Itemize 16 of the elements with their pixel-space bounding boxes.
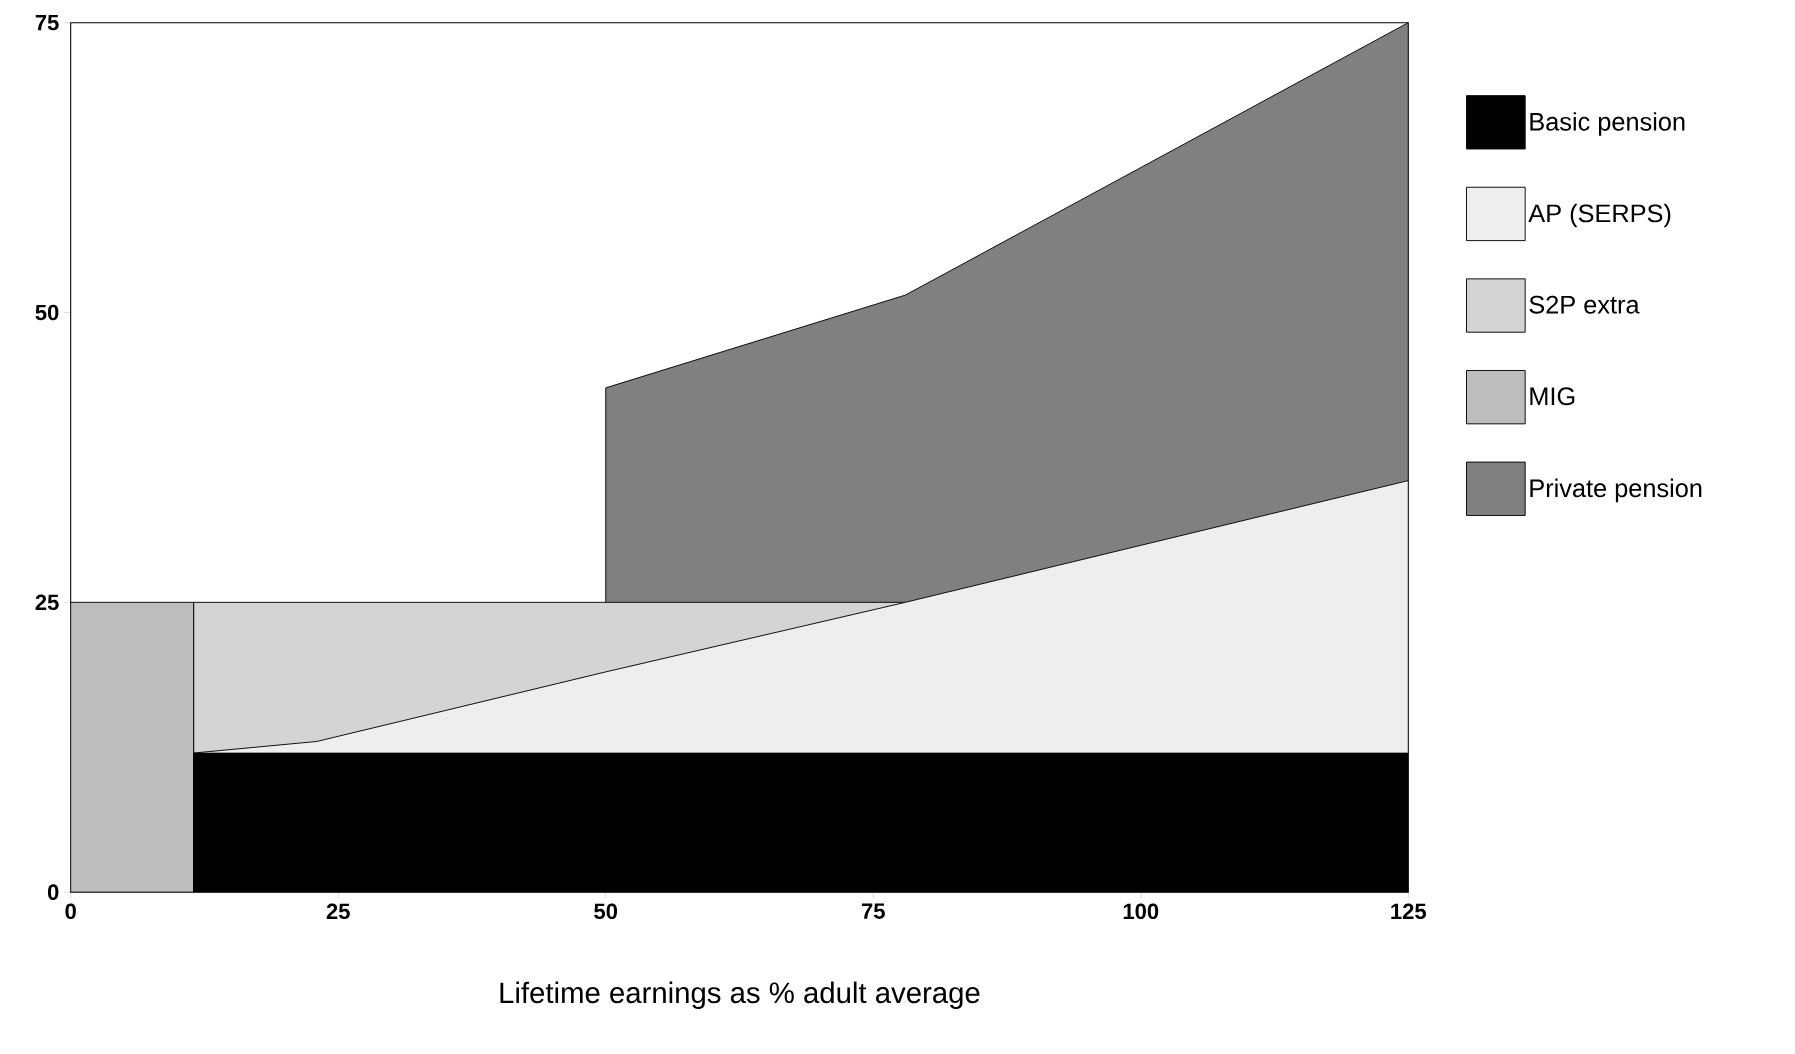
legend-label: Basic pension — [1530, 112, 1685, 136]
x-tick-label: 100 — [1123, 903, 1159, 920]
y-tick-label: 50 — [35, 304, 59, 321]
x-tick-label: 75 — [861, 903, 885, 920]
legend-label: MIG — [1530, 387, 1575, 406]
x-tick-label: 25 — [326, 903, 350, 920]
x-tick-label: 125 — [1391, 903, 1427, 920]
legend-label: Private pension — [1530, 478, 1702, 503]
y-tick-label: 75 — [35, 15, 59, 31]
legend-label: AP (SERPS) — [1528, 203, 1671, 228]
legend-label: S2P extra — [1529, 295, 1640, 314]
y-tick-label: 25 — [35, 594, 59, 611]
x-tick-label: 50 — [594, 903, 618, 920]
y-tick-label: 0 — [47, 884, 59, 901]
x-tick-label: 0 — [65, 903, 76, 920]
x-axis-title: Lifetime earnings as % adult average — [500, 981, 980, 1010]
